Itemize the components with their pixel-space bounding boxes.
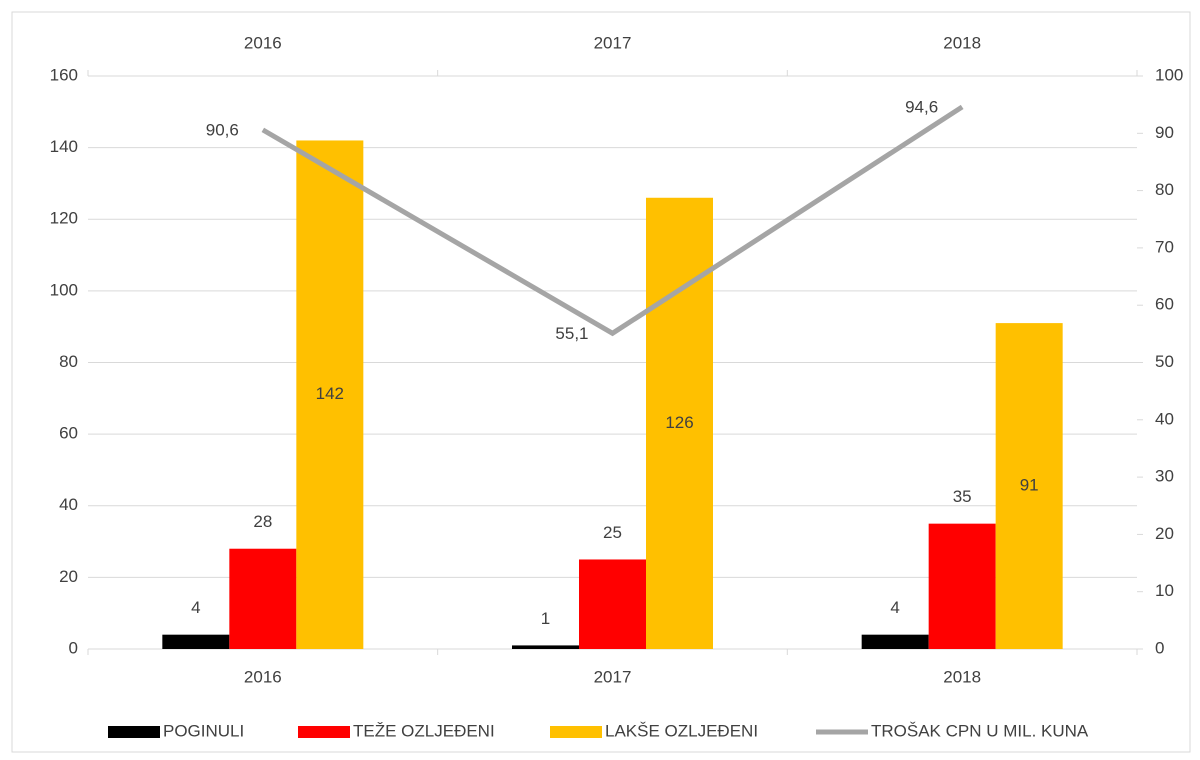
y-tick-label: 160 — [50, 65, 78, 84]
legend-label: TROŠAK CPN U MIL. KUNA — [871, 721, 1089, 740]
y-tick-label: 140 — [50, 137, 78, 156]
top-x-tick-label: 2017 — [594, 33, 632, 52]
y2-tick-label: 20 — [1155, 524, 1174, 543]
data-label: 94,6 — [905, 97, 938, 116]
y2-tick-label: 40 — [1155, 409, 1174, 428]
data-label: 4 — [890, 598, 899, 617]
data-label: 4 — [191, 598, 200, 617]
y2-tick-label: 0 — [1155, 638, 1164, 657]
y2-tick-label: 60 — [1155, 295, 1174, 314]
y2-tick-label: 50 — [1155, 352, 1174, 371]
y2-tick-label: 100 — [1155, 65, 1183, 84]
y2-tick-label: 30 — [1155, 467, 1174, 486]
y-tick-label: 120 — [50, 209, 78, 228]
legend-swatch — [550, 726, 602, 738]
x-tick-label: 2018 — [943, 667, 981, 686]
bar — [162, 634, 230, 649]
y2-tick-label: 70 — [1155, 237, 1174, 256]
legend-swatch — [298, 726, 350, 738]
y-tick-label: 60 — [59, 424, 78, 443]
x-tick-label: 2017 — [594, 667, 632, 686]
data-label: 142 — [316, 384, 344, 403]
legend-swatch — [108, 726, 160, 738]
y2-tick-label: 90 — [1155, 123, 1174, 142]
bar — [861, 634, 929, 649]
legend-label: TEŽE OZLJEĐENI — [353, 721, 495, 740]
legend-label: POGINULI — [163, 721, 244, 740]
legend-label: LAKŠE OZLJEĐENI — [605, 721, 758, 740]
bar — [928, 523, 996, 649]
bar — [512, 645, 579, 649]
y-tick-label: 20 — [59, 567, 78, 586]
y-tick-label: 100 — [50, 280, 78, 299]
data-label: 1 — [541, 609, 550, 628]
y2-tick-label: 10 — [1155, 581, 1174, 600]
data-label: 126 — [665, 413, 693, 432]
line — [261, 104, 964, 337]
data-label: 90,6 — [206, 120, 239, 139]
bar — [229, 548, 297, 649]
bar — [296, 140, 364, 649]
data-label: 35 — [953, 487, 972, 506]
y-tick-label: 40 — [59, 495, 78, 514]
data-label: 55,1 — [555, 324, 588, 343]
bar — [995, 323, 1063, 649]
y2-tick-label: 80 — [1155, 180, 1174, 199]
top-x-tick-label: 2016 — [244, 33, 282, 52]
data-label: 28 — [253, 512, 272, 531]
y-tick-label: 0 — [69, 638, 78, 657]
top-x-tick-label: 2018 — [943, 33, 981, 52]
data-label: 91 — [1020, 476, 1039, 495]
data-label: 25 — [603, 523, 622, 542]
bar — [579, 559, 646, 649]
y-tick-label: 80 — [59, 352, 78, 371]
x-tick-label: 2016 — [244, 667, 282, 686]
